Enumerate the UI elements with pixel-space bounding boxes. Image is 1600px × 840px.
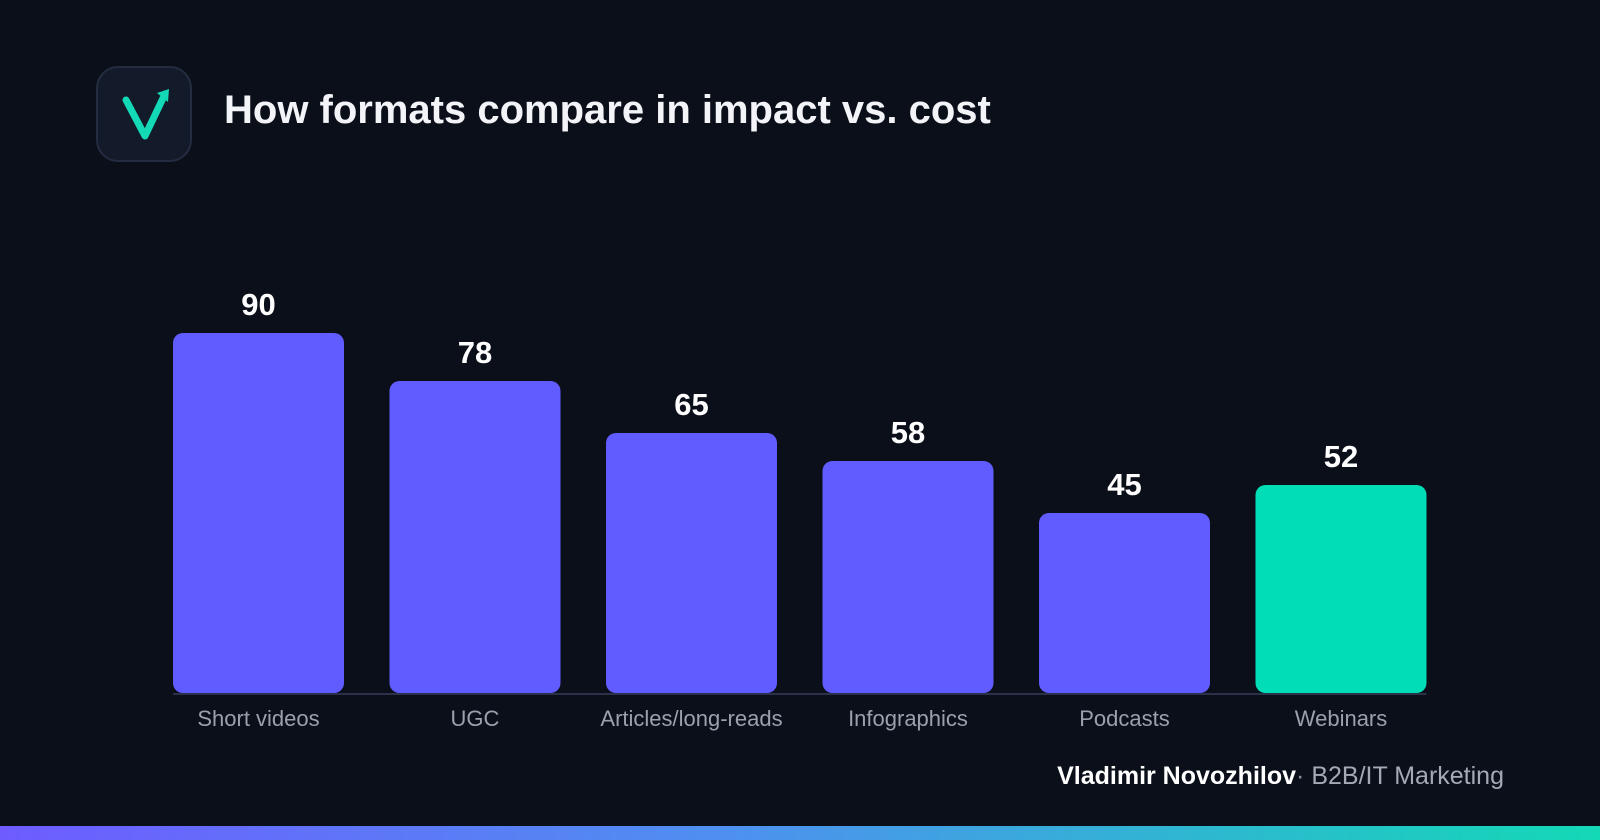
category-label-0: Short videos — [197, 706, 319, 731]
category-label-3: Infographics — [848, 706, 968, 731]
category-label-1: UGC — [451, 706, 500, 731]
bar-5 — [1255, 485, 1427, 693]
data-label-0: 90 — [241, 287, 275, 322]
category-label-2: Articles/long-reads — [600, 706, 782, 731]
checkmark-arrow-icon — [122, 89, 169, 140]
data-label-2: 65 — [674, 387, 708, 422]
data-label-1: 78 — [458, 335, 492, 370]
bar-0 — [173, 333, 344, 693]
footer-separator: · — [1296, 762, 1305, 790]
category-label-4: Podcasts — [1079, 706, 1170, 731]
footer-tagline: B2B/IT Marketing — [1311, 762, 1504, 790]
footer-credit: Vladimir Novozhilov· B2B/IT Marketing — [1057, 762, 1504, 791]
logo-badge — [96, 66, 192, 162]
category-label-5: Webinars — [1295, 706, 1388, 731]
page-title: How formats compare in impact vs. cost — [224, 88, 991, 132]
bar-3 — [822, 461, 994, 693]
bottom-gradient-bar — [0, 826, 1600, 840]
data-label-3: 58 — [891, 415, 925, 450]
data-label-5: 52 — [1324, 439, 1358, 474]
bar-1 — [389, 381, 561, 693]
bar-2 — [606, 433, 777, 693]
author-name: Vladimir Novozhilov — [1057, 762, 1297, 790]
data-label-4: 45 — [1107, 467, 1141, 502]
bar-4 — [1039, 513, 1210, 693]
